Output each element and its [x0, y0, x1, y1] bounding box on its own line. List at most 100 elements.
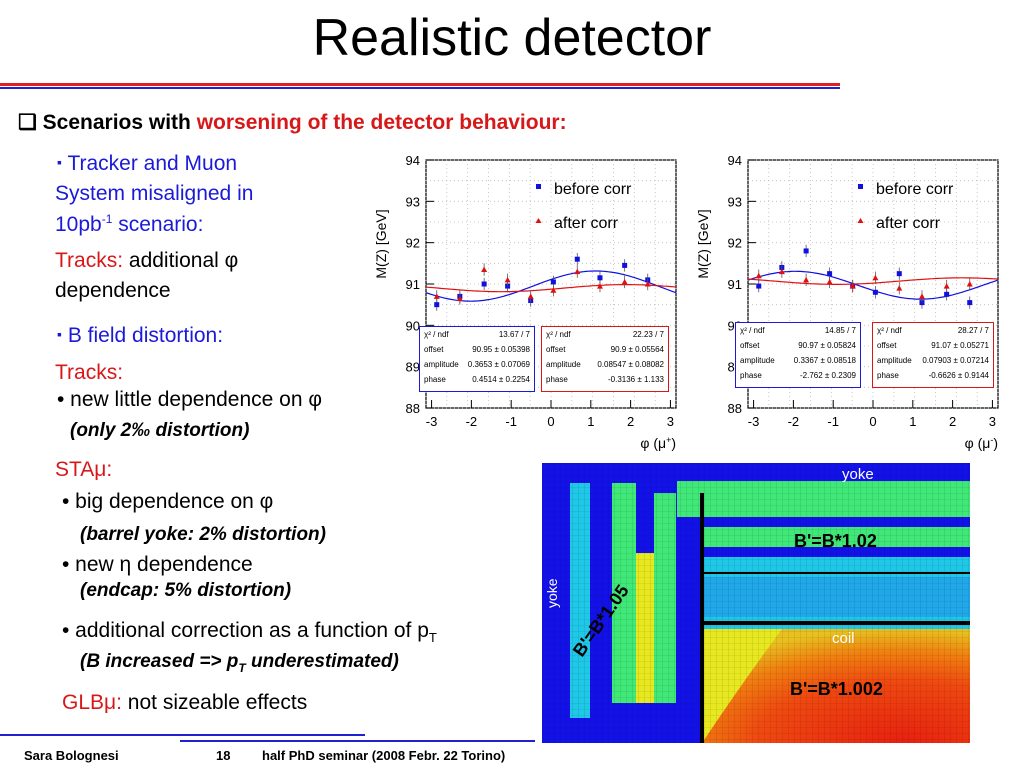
data-point-before — [872, 289, 878, 295]
tracker-tracks-line2: dependence — [55, 279, 171, 302]
data-point-after — [596, 283, 603, 289]
data-point-after — [849, 283, 856, 289]
field-label-ratio-inner: B'=B*1.002 — [790, 679, 883, 699]
heading-bullet: ❑ — [18, 111, 37, 134]
heading-prefix: Scenarios with — [42, 111, 197, 134]
y-tick-label: 94 — [728, 153, 742, 168]
data-point-before — [896, 271, 902, 277]
footer-rule-right — [180, 740, 535, 742]
item4-note-b: underestimated) — [245, 651, 399, 672]
bfield-item2: • big dependence on φ — [62, 490, 274, 513]
x-axis-label: φ (μ-) — [965, 435, 998, 451]
data-point-after — [433, 293, 440, 299]
fit-phase: -2.762 ± 0.2309 — [800, 371, 856, 380]
item4-note-sub: T — [238, 660, 246, 675]
field-map-svg: yoke yoke coil B'=B*1.02 B'=B*1.05 B'=B*… — [542, 463, 970, 743]
x-axis-label: φ (μ+) — [640, 435, 676, 451]
bfield-item4: • additional correction as a function of… — [62, 619, 437, 645]
tracker-tracks: Tracks: additional φ — [55, 249, 238, 273]
bfield-item4-text: • additional correction as a function of… — [62, 619, 429, 642]
data-point-after — [481, 266, 488, 273]
fit-amplitude: 0.08547 ± 0.08082 — [597, 360, 664, 369]
tracker-tracks-label: Tracks: — [55, 249, 124, 272]
bfield-bullet: ▪ — [57, 326, 62, 342]
title-rule-blue — [0, 87, 840, 89]
legend-marker-before — [858, 184, 863, 189]
fit-offset: 90.97 ± 0.05824 — [798, 341, 856, 350]
fit-phase: -0.6626 ± 0.9144 — [928, 371, 989, 380]
fit-label-amplitude: amplitude — [424, 360, 459, 369]
plot-mu-plus: 94 93 92 91 90 89 88 -3 -2 -1 0 1 2 3 M(Z) [GeV] φ (μ+)… — [366, 152, 688, 452]
bfield-item3: • new η dependence — [62, 553, 253, 576]
bfield-item1: • new little dependence on φ — [57, 388, 322, 411]
y-tick-label: 93 — [406, 194, 420, 209]
x-tick-label: 1 — [909, 414, 916, 429]
y-tick-label: 91 — [728, 277, 742, 292]
x-tick-label: -2 — [788, 414, 800, 429]
tracker-bullet: ▪ — [57, 154, 62, 170]
bfield-item3-note: (endcap: 5% distortion) — [80, 580, 292, 601]
fit-chi2: 13.67 / 7 — [498, 330, 530, 339]
x-tick-label: 0 — [869, 414, 876, 429]
legend-label-after: after corr — [554, 215, 619, 232]
data-point-before — [827, 271, 833, 277]
fitbox-plus-before: χ² / ndf 13.67 / 7 offset 90.95 ± 0.05398 … — [419, 326, 535, 392]
fit-curve-after — [747, 277, 999, 285]
data-point-after — [826, 278, 833, 285]
data-point-after — [872, 274, 879, 281]
fit-phase: -0.3136 ± 1.133 — [608, 375, 664, 384]
fit-chi2: 22.23 / 7 — [632, 330, 664, 339]
fit-label-amplitude: amplitude — [546, 360, 581, 369]
x-tick-label: 2 — [949, 414, 956, 429]
data-point-before — [434, 302, 440, 308]
bfield-item1-note: (only 2‰ distortion) — [70, 420, 250, 441]
bfield-label-text: B field distortion: — [67, 324, 224, 347]
fit-phase: 0.4514 ± 0.2254 — [472, 375, 530, 384]
tracker-line2: System misaligned in — [55, 182, 254, 205]
data-point-after — [504, 276, 511, 283]
legend-label-after: after corr — [876, 215, 941, 232]
data-point-after — [943, 283, 950, 289]
data-point-after — [918, 293, 925, 299]
fit-label-chi2: χ² / ndf — [740, 326, 765, 335]
y-tick-label: 94 — [406, 153, 420, 168]
x-tick-label: 3 — [989, 414, 996, 429]
sta-label: STAμ: — [55, 458, 113, 481]
footer-event: half PhD seminar (2008 Febr. 22 Torino) — [262, 748, 506, 763]
data-point-before — [803, 248, 809, 254]
data-point-before — [574, 256, 580, 262]
fit-offset: 91.07 ± 0.05271 — [931, 341, 989, 350]
tracker-line3: 10pb-1 scenario: — [55, 212, 203, 237]
footer-author: Sara Bolognesi — [24, 748, 119, 763]
plot-mu-plus-svg: 94 93 92 91 90 89 88 -3 -2 -1 0 1 2 3 M(Z) [GeV] φ (μ+)… — [373, 153, 677, 451]
field-map: yoke yoke coil B'=B*1.02 B'=B*1.05 B'=B*… — [542, 463, 970, 743]
field-grid-overlay — [542, 463, 970, 743]
fitbox-minus-before: χ² / ndf 14.85 / 7 offset 90.97 ± 0.05824 … — [735, 322, 861, 388]
x-tick-label: 2 — [627, 414, 634, 429]
fit-chi2: 14.85 / 7 — [824, 326, 856, 335]
bfield-item2-note: (barrel yoke: 2% distortion) — [80, 524, 326, 545]
y-axis-label: M(Z) [GeV] — [373, 209, 389, 278]
data-point-after — [755, 272, 762, 279]
glb-line: GLBμ: not sizeable effects — [62, 691, 307, 715]
fit-offset: 90.9 ± 0.05564 — [610, 345, 664, 354]
tracker-line3b: scenario: — [112, 213, 204, 236]
data-point-after — [621, 278, 628, 285]
heading-highlight: worsening of the detector behaviour: — [196, 111, 567, 134]
data-point-after — [550, 287, 557, 293]
glb-rest: not sizeable effects — [121, 691, 308, 714]
fit-label-offset: offset — [877, 341, 897, 350]
fit-offset: 90.95 ± 0.05398 — [472, 345, 530, 354]
data-point-after — [574, 268, 581, 275]
fit-label-chi2: χ² / ndf — [424, 330, 449, 339]
fit-chi2: 28.27 / 7 — [957, 326, 989, 335]
tracker-tracks-rest: additional φ — [123, 249, 239, 272]
bfield-item4-sub: T — [428, 630, 437, 646]
x-tick-label: 0 — [547, 414, 554, 429]
tracker-line3a: 10pb — [55, 213, 102, 236]
tracker-line1-text: Tracker and Muon — [67, 152, 238, 175]
data-point-before — [756, 283, 762, 289]
data-point-after — [896, 285, 903, 291]
